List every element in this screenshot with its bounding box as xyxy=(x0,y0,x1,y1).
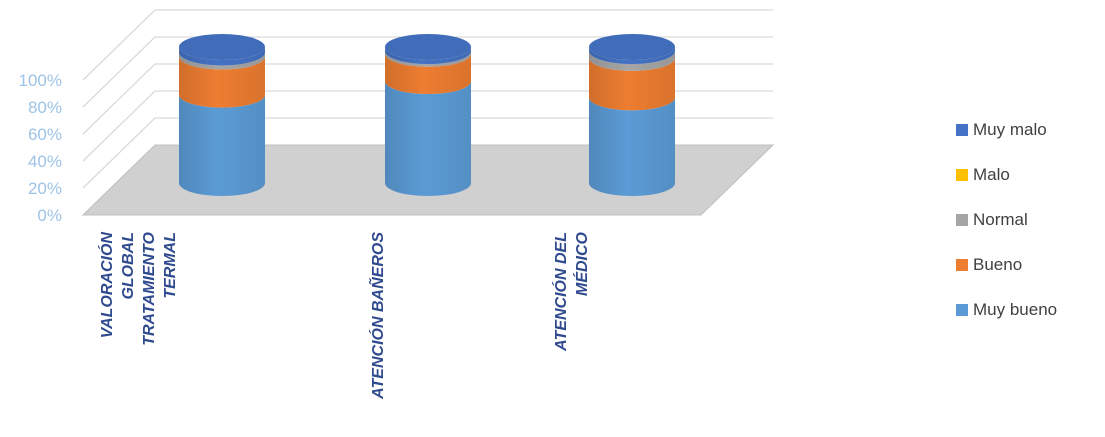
legend-swatch xyxy=(956,124,968,136)
legend-swatch xyxy=(956,304,968,316)
bar-1-top xyxy=(385,34,471,60)
bar-0-muy-malo xyxy=(179,47,265,66)
bar-0-muy-bueno xyxy=(179,94,265,196)
category-label: VALORACIÓN GLOBAL TRATAMIENTO TERMAL xyxy=(97,231,179,345)
bar-0-normal xyxy=(179,52,265,70)
category-label: ATENCIÓN DEL MÉDICO xyxy=(551,231,591,351)
category-label-line: ATENCIÓN BAÑEROS xyxy=(367,232,387,400)
side-gridline xyxy=(82,36,156,108)
y-tick-label: 80% xyxy=(28,98,62,117)
legend: Muy malo Malo Normal Bueno Muy bueno xyxy=(956,115,1057,340)
legend-label: Bueno xyxy=(973,255,1023,274)
legend-label: Malo xyxy=(973,165,1010,184)
legend-swatch xyxy=(956,169,968,181)
legend-item: Muy bueno xyxy=(956,295,1057,325)
y-tick-label: 20% xyxy=(28,179,62,198)
category-label: ATENCIÓN BAÑEROS xyxy=(367,232,387,400)
bar-2-top xyxy=(589,34,675,60)
bar-0-bueno xyxy=(179,56,265,108)
y-tick-label: 60% xyxy=(28,125,62,144)
bar-2-muy-malo xyxy=(589,47,675,65)
category-label-line: TERMAL xyxy=(162,232,179,299)
category-label-line: GLOBAL xyxy=(120,232,137,300)
bar-1-muy-bueno xyxy=(385,81,471,196)
side-gridline xyxy=(82,90,156,162)
legend-item: Malo xyxy=(956,160,1057,190)
y-tick-label: 100% xyxy=(19,71,62,90)
side-gridline xyxy=(82,63,156,135)
legend-item: Muy malo xyxy=(956,115,1057,145)
bar-2-muy-bueno xyxy=(589,97,675,196)
category-label-line: ATENCIÓN DEL xyxy=(551,232,570,352)
legend-label: Muy bueno xyxy=(973,300,1058,319)
legend-label: Muy malo xyxy=(973,120,1047,139)
bar-0-top xyxy=(179,34,265,60)
bar-1-muy-malo xyxy=(385,47,471,65)
legend-swatch xyxy=(956,259,968,271)
category-labels: VALORACIÓN GLOBAL TRATAMIENTO TERMAL ATENCIÓ… xyxy=(97,231,591,399)
category-label-line: TRATAMIENTO xyxy=(141,231,158,345)
side-gridline xyxy=(82,117,156,189)
bar-2-bueno xyxy=(589,57,675,111)
category-label-line: VALORACIÓN xyxy=(97,232,116,339)
legend-label: Normal xyxy=(973,210,1028,229)
category-label-line: MÉDICO xyxy=(572,231,591,296)
y-tick-label: 0% xyxy=(37,206,62,225)
bar-1-bueno xyxy=(385,53,471,94)
legend-swatch xyxy=(956,214,968,226)
legend-item: Bueno xyxy=(956,250,1057,280)
y-tick-label: 40% xyxy=(28,152,62,171)
side-gridline xyxy=(82,9,156,81)
legend-item: Normal xyxy=(956,205,1057,235)
y-axis-ticks: 0% 20% 40% 60% 80% 100% xyxy=(19,71,62,225)
bar-1-normal xyxy=(385,51,471,67)
chart-bars xyxy=(179,34,675,196)
bar-2-normal xyxy=(589,51,675,71)
